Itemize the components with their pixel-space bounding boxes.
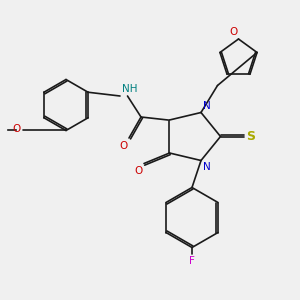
Text: NH: NH bbox=[122, 85, 137, 94]
Text: N: N bbox=[202, 162, 210, 172]
Text: O: O bbox=[230, 28, 238, 38]
Text: N: N bbox=[202, 101, 210, 111]
Text: O: O bbox=[134, 167, 142, 176]
Text: O: O bbox=[12, 124, 20, 134]
Text: S: S bbox=[246, 130, 255, 143]
Text: O: O bbox=[119, 141, 128, 151]
Text: F: F bbox=[189, 256, 195, 266]
